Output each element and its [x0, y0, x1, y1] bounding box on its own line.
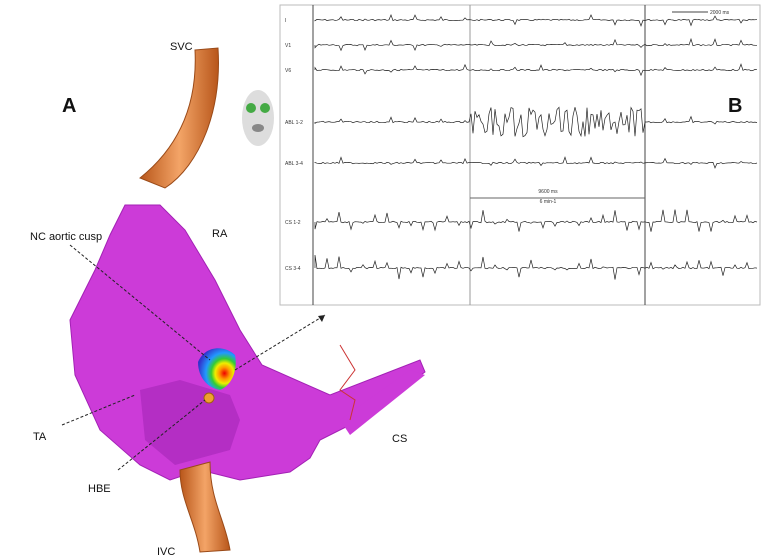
channel-label: I: [285, 18, 286, 24]
structure-label: TA: [33, 431, 47, 443]
channel-label: ABL 3-4: [285, 161, 303, 167]
channel-label: ABL 1-2: [285, 120, 303, 126]
scale-label: 2000 ms: [710, 10, 730, 16]
interval-label: 9600 ms: [538, 189, 558, 195]
channel-label: CS 3-4: [285, 266, 301, 272]
structure-label: HBE: [88, 483, 111, 495]
structure-label: IVC: [157, 546, 175, 557]
panel-b: 2000 ms 9600 ms 6 min-1 B I V1 V6 ABL 1-2 AB…: [280, 5, 760, 305]
channel-label: V1: [285, 43, 291, 49]
structure-label: SVC: [170, 41, 193, 53]
figure: A SVC RA NC aortic cusp TA HBE IVC CS 20…: [0, 0, 763, 557]
svc-tube: [140, 48, 218, 188]
panel-label: A: [62, 95, 76, 117]
structure-label: CS: [392, 433, 407, 445]
his-marker: [204, 393, 214, 403]
orientation-head: [242, 90, 274, 146]
panel-label: B: [728, 95, 742, 117]
structure-label: RA: [212, 228, 228, 240]
channel-label: V6: [285, 68, 291, 74]
structure-label: NC aortic cusp: [30, 231, 102, 243]
rate-label: 6 min-1: [540, 199, 557, 205]
channel-label: CS 1-2: [285, 220, 301, 226]
